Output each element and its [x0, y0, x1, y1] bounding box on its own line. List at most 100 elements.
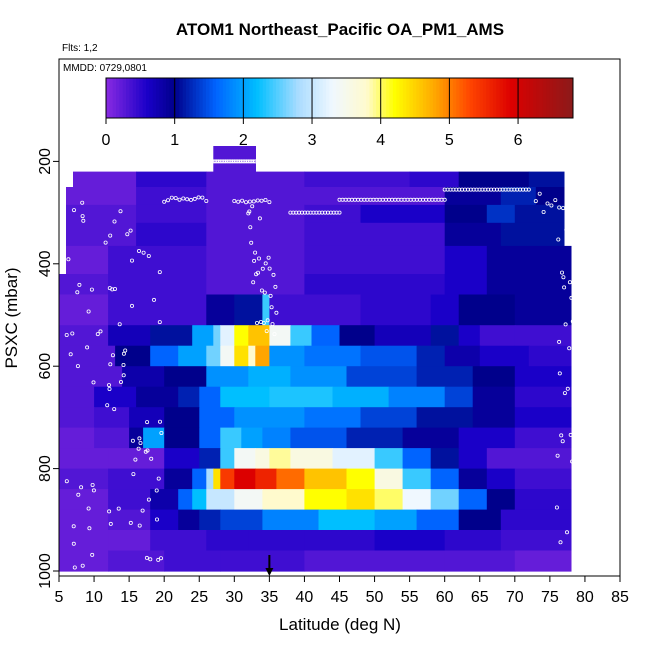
colorbar-swatch [162, 78, 167, 118]
sample-point [157, 320, 162, 325]
colorbar-swatch [189, 78, 194, 118]
heatmap-cell [444, 345, 481, 367]
sample-point [248, 225, 253, 230]
colorbar-tick-label: 3 [308, 132, 317, 149]
heatmap-cell [108, 294, 207, 326]
heatmap-cell [59, 294, 109, 326]
heatmap-cell [514, 294, 572, 326]
heatmap-cell [430, 325, 460, 347]
colorbar-swatch [456, 78, 461, 118]
heatmap-cell [66, 245, 109, 275]
sample-point [557, 339, 562, 344]
sample-point [268, 293, 273, 298]
colorbar-swatch [296, 78, 300, 118]
heatmap-cell [304, 274, 446, 296]
sample-point [251, 159, 256, 164]
colorbar-swatch [232, 78, 237, 118]
heatmap-cell [59, 345, 116, 367]
colorbar-swatch [476, 78, 481, 118]
sample-point [562, 391, 567, 396]
heatmap-cell [164, 468, 193, 490]
heatmap-cell [73, 171, 137, 188]
sample-point [119, 379, 124, 384]
colorbar-swatch [429, 78, 434, 118]
heatmap-cell [374, 489, 404, 511]
colorbar-swatch [152, 78, 157, 118]
heatmap-cell [234, 345, 249, 367]
heatmap-cell [458, 325, 481, 347]
colorbar-swatch [552, 78, 557, 118]
heatmap-cell [206, 366, 249, 388]
heatmap-cell [339, 325, 376, 347]
sample-point [121, 373, 126, 378]
heatmap-cell [472, 386, 516, 408]
sample-point [537, 191, 542, 196]
sample-point [71, 524, 76, 529]
sample-point [559, 433, 564, 438]
heatmap-cell [108, 245, 207, 275]
colorbar-swatch [262, 78, 267, 118]
x-tick-label: 85 [611, 589, 629, 606]
heatmap-cell [514, 386, 572, 408]
sample-point [117, 322, 122, 327]
sample-point [557, 205, 562, 210]
sample-point [107, 386, 112, 391]
heatmap-cell [402, 448, 432, 470]
sample-point [271, 272, 276, 277]
heatmap-cell [248, 325, 270, 347]
colorbar-swatch [126, 78, 130, 118]
sample-point [90, 482, 95, 487]
sample-point [129, 258, 134, 263]
heatmap-cell [346, 427, 404, 449]
heatmap-cell [402, 468, 432, 490]
sample-point [156, 557, 161, 562]
heatmap-cell [444, 204, 488, 224]
heatmap-cell [514, 489, 572, 511]
colorbar-swatch [159, 78, 164, 118]
sample-point [560, 270, 565, 275]
heatmap-cell [269, 448, 291, 470]
sample-point [250, 204, 255, 209]
heatmap-cell [59, 274, 109, 296]
x-tick-label: 15 [120, 589, 138, 606]
colorbar-swatch [392, 78, 397, 118]
heatmap-cell [444, 222, 502, 247]
sample-point [251, 199, 256, 204]
heatmap-cell [262, 489, 306, 511]
heatmap-cell [276, 468, 305, 490]
sample-point [128, 228, 133, 233]
heatmap-cell [59, 386, 95, 408]
sample-point [243, 200, 248, 205]
colorbar-swatch [312, 78, 317, 118]
sample-point [137, 523, 142, 528]
colorbar-swatch [309, 78, 314, 118]
sample-point [77, 282, 82, 287]
colorbar-swatch [339, 78, 344, 118]
heatmap-cell [458, 427, 516, 449]
colorbar-swatch [412, 78, 417, 118]
heatmap-cell [192, 489, 207, 511]
heatmap-cell [416, 366, 474, 388]
sample-point [565, 530, 570, 535]
sample-point [442, 197, 447, 202]
sample-point [567, 280, 572, 285]
colorbar-swatch [569, 78, 574, 118]
heatmap-cell [178, 386, 200, 408]
heatmap-cell [304, 489, 348, 511]
colorbar-swatch [226, 78, 230, 118]
x-tick-label: 5 [55, 589, 64, 606]
heatmap-cell [360, 222, 446, 247]
heatmap-cell [430, 468, 460, 490]
colorbar: 0 1 2 3 4 5 6 [102, 77, 574, 149]
sample-point [154, 488, 159, 493]
heatmap-cell [332, 386, 390, 408]
sample-point [149, 456, 154, 461]
sample-point [269, 305, 274, 310]
heatmap-cell [458, 171, 530, 188]
sample-point [158, 556, 163, 561]
heatmap-cell [220, 427, 242, 449]
sample-point [105, 403, 110, 408]
colorbar-swatch [246, 78, 250, 118]
heatmap-cell [304, 171, 411, 188]
